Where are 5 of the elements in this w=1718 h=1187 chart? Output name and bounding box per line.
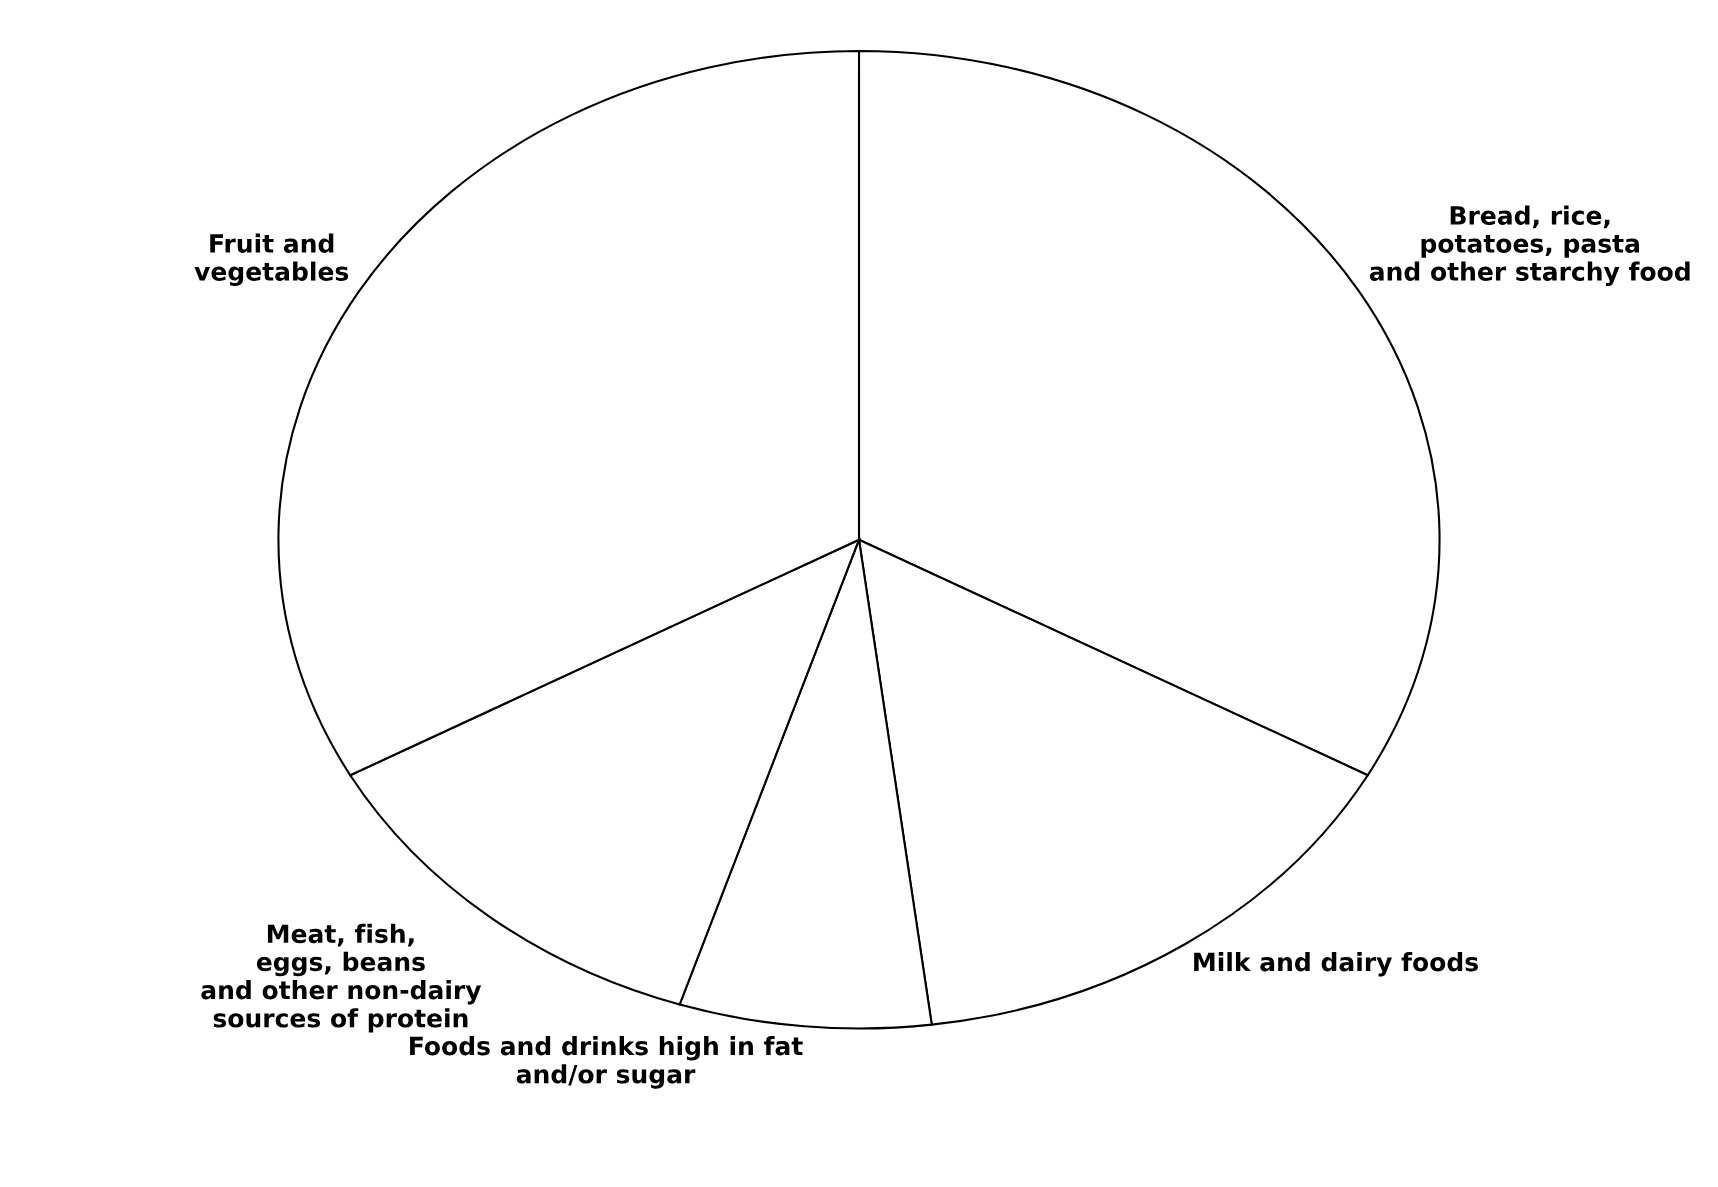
slice-label: Bread, rice, potatoes, pasta and other starchy food [1369, 205, 1690, 286]
slice-label: Meat, fish, eggs, beans and other non-dairy sources of protein [201, 923, 482, 1033]
slice-label: Fruit and vegetables [194, 233, 349, 286]
slice-label: Milk and dairy foods [1194, 952, 1478, 977]
slice-label: Foods and drinks high in fat and/or sugar [410, 1036, 803, 1089]
